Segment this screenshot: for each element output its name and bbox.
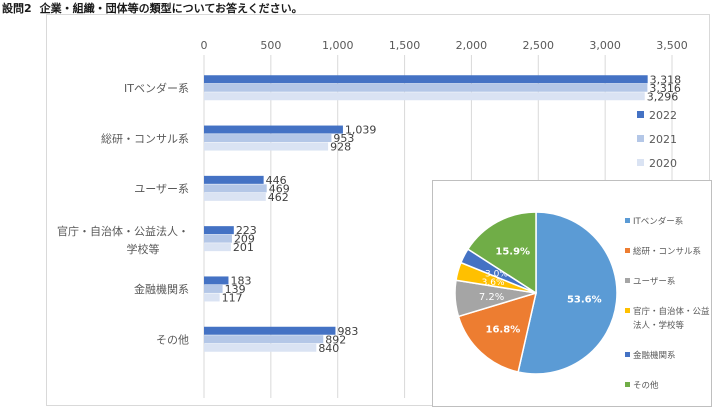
pie-chart-frame: 53.6% 16.8% 7.2% 3.6% 3.0% 15.9% ITベンダー系総研・コンサ… [432,180,712,407]
pie-legend-label: 総研・コンサル系 [633,246,701,257]
data-label: 1,039 [345,124,377,137]
pie-legend-label: 法人・学校等 [633,320,685,331]
category-label: 金融機関系 [134,282,189,296]
question-text: 企業・組織・団体等の類型についてお答えください。 [39,2,303,15]
data-label: 928 [330,141,351,154]
pie-value-label: 16.8% [486,325,521,336]
data-label: 462 [268,191,289,204]
legend-label: 2022 [649,109,677,122]
bar-2020 [204,343,317,352]
bar-2021 [204,134,332,143]
x-tick-label: 3,000 [589,39,621,52]
bar-2022 [204,125,343,134]
pie-legend-label: ITベンダー系 [633,216,683,227]
pie-value-label: 7.2% [479,292,504,303]
bar-2021 [204,234,232,243]
category-label: 学校等 [127,242,160,256]
data-label: 139 [225,283,246,296]
data-label: 209 [234,233,255,246]
data-label: 983 [337,325,358,338]
data-label: 201 [233,241,254,254]
bar-2022 [204,226,234,235]
data-label: 117 [222,291,243,304]
question-title: 設問2 企業・組織・団体等の類型についてお答えください。 [2,0,303,16]
pie-chart: 53.6% 16.8% 7.2% 3.6%3.0% 15.9% ITベンダー系総研・コンサ… [454,211,710,391]
bar-2021 [204,184,267,193]
data-label: 840 [318,342,339,355]
data-label: 223 [236,224,257,237]
bar-2022 [204,75,648,84]
bar-2021 [204,284,223,293]
bar-2020 [204,92,645,101]
pie-slice [466,211,537,295]
pie-value-label: 53.6% [567,294,602,305]
legend-swatch [637,159,644,166]
bar-2022 [204,276,229,285]
x-tick-label: 500 [260,39,281,52]
pie-legend-swatch [625,248,630,253]
legend-label: 2021 [649,133,677,146]
pie-value-label: 15.9% [495,246,530,257]
data-label: 3,316 [649,82,681,95]
pie-legend-swatch [625,352,630,357]
data-label: 3,318 [650,73,682,86]
pie-legend-label: 金融機関系 [633,350,676,361]
data-label: 183 [230,274,251,287]
data-label: 953 [333,132,354,145]
bar-2022 [204,175,264,184]
bar-2020 [204,192,266,201]
bar-2021 [204,335,324,344]
pie-legend-swatch [625,382,630,387]
category-label: 官庁・自治体・公益法人・ [57,224,189,238]
bar-2022 [204,326,336,335]
pie-slice [517,211,618,375]
data-label: 3,296 [647,90,679,103]
data-label: 892 [325,333,346,346]
pie-legend-label: 官庁・自治体・公益 [633,306,710,317]
legend-swatch [637,135,644,142]
legend-label: 2020 [649,157,677,170]
bar-2020 [204,293,220,302]
pie-legend-swatch [625,278,630,283]
pie-legend-label: その他 [633,380,659,391]
pie-value-label: 3.0% [485,269,508,279]
pie-legend-swatch [625,218,630,223]
pie-slice [457,291,538,373]
category-label: ITベンダー系 [124,81,189,95]
x-tick-label: 3,500 [656,39,688,52]
pie-legend-label: ユーザー系 [633,276,675,287]
question-number: 設問2 [2,2,32,15]
data-label: 469 [269,182,290,195]
pie-value-label: 3.6% [482,278,505,288]
category-label: ユーザー系 [134,183,189,196]
x-tick-label: 1,500 [389,39,421,52]
x-tick-label: 2,000 [456,39,488,52]
bar-2020 [204,243,231,252]
x-tick-label: 0 [201,39,208,52]
bar-2021 [204,83,648,92]
bar-2020 [204,142,329,151]
x-tick-label: 1,000 [322,39,354,52]
x-tick-label: 2,500 [523,39,555,52]
data-label: 446 [266,174,287,187]
pie-legend-swatch [625,308,630,313]
category-label: その他 [156,334,189,347]
legend-swatch [637,111,644,118]
category-label: 総研・コンサル系 [101,131,189,145]
